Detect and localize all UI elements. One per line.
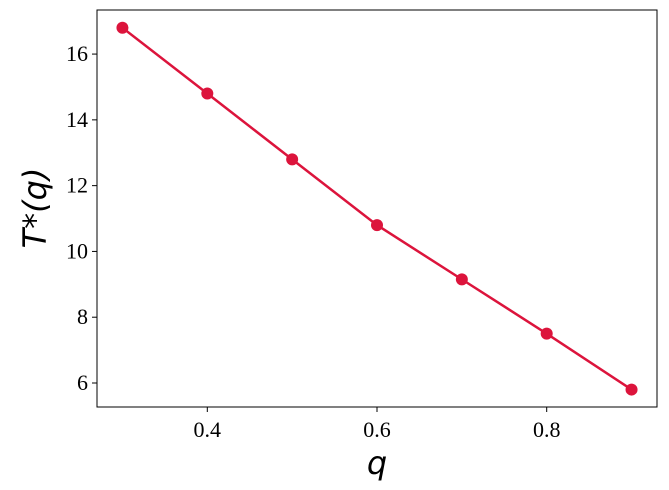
y-tick-label: 12 [66, 173, 88, 198]
x-axis-label: q [367, 444, 387, 482]
x-tick-label: 0.4 [194, 417, 222, 442]
point [540, 327, 553, 340]
point [455, 273, 468, 286]
point [371, 219, 383, 232]
point [201, 87, 214, 100]
x-tick-label: 0.8 [533, 417, 561, 442]
y-tick-label: 8 [77, 304, 88, 329]
y-tick-label: 6 [77, 370, 88, 395]
y-tick-label: 10 [66, 238, 88, 263]
point [286, 153, 299, 166]
point [625, 383, 638, 396]
plot-frame [96, 9, 658, 408]
y-axis-label: T*(q) [16, 168, 54, 249]
y-tick-label: 16 [66, 41, 88, 66]
series-line [121, 26, 633, 391]
point [116, 21, 129, 34]
x-tick-label: 0.6 [363, 417, 391, 442]
y-tick-label: 14 [66, 107, 88, 132]
